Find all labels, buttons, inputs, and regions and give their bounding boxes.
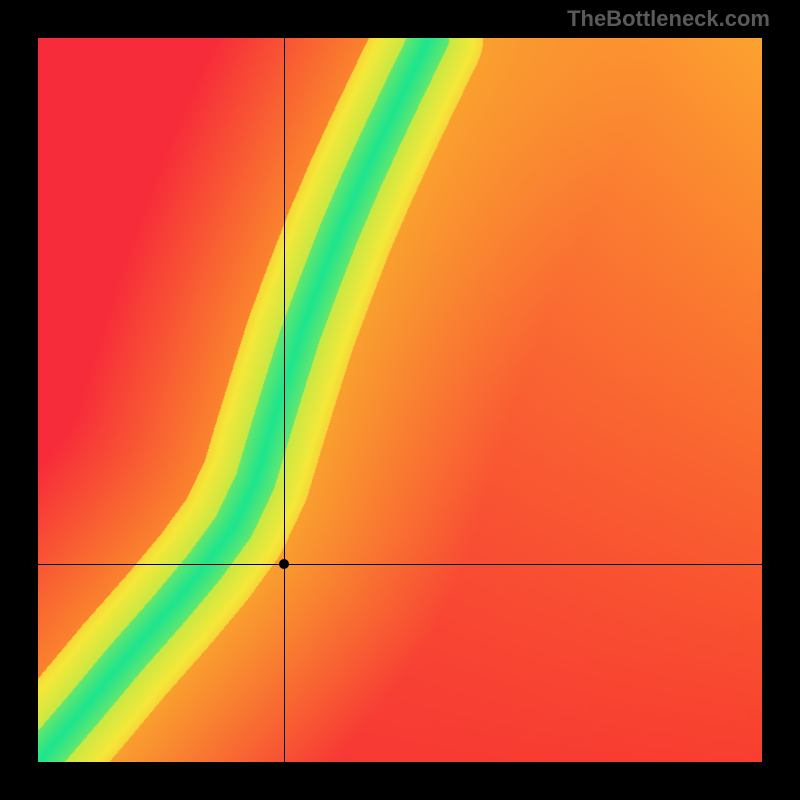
heatmap-plot	[38, 38, 762, 762]
selection-marker	[279, 559, 289, 569]
crosshair-vertical	[284, 38, 285, 762]
crosshair-horizontal	[38, 564, 762, 565]
watermark-text: TheBottleneck.com	[567, 6, 770, 32]
heatmap-canvas	[38, 38, 762, 762]
